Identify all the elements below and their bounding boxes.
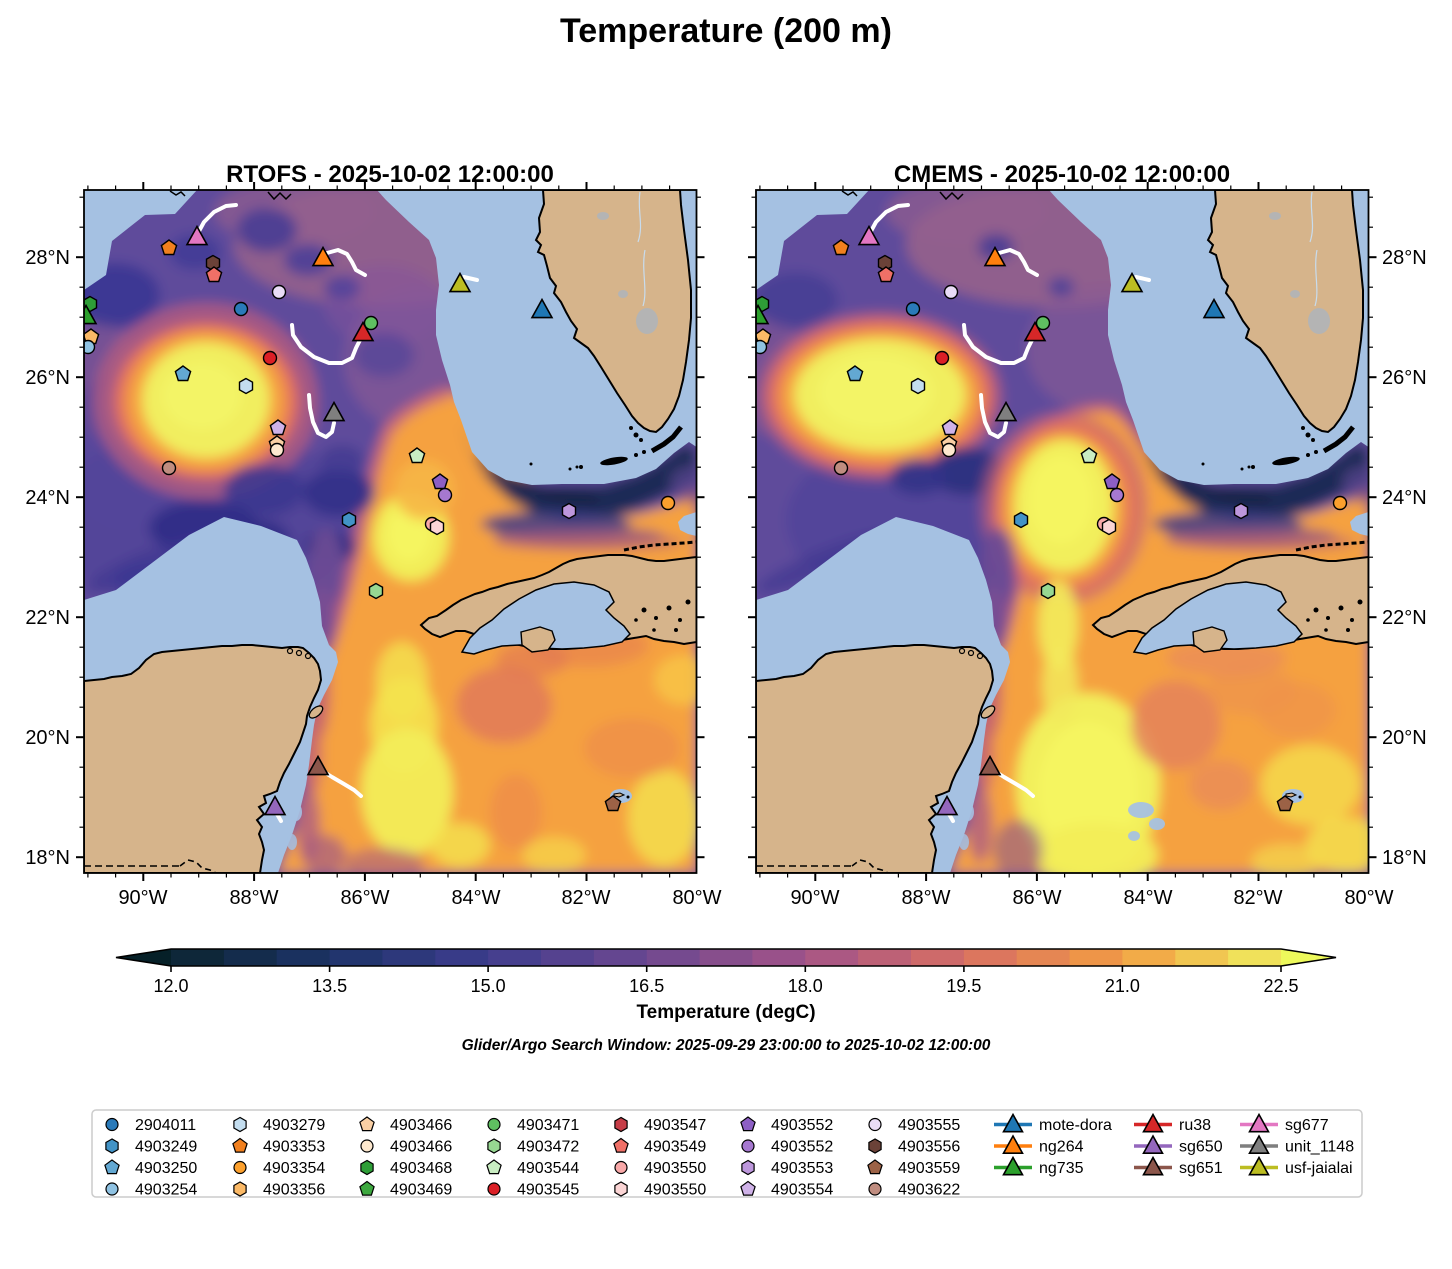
svg-text:4903555: 4903555 (898, 1117, 960, 1134)
svg-text:4903471: 4903471 (517, 1117, 579, 1134)
svg-text:4903556: 4903556 (898, 1139, 960, 1156)
svg-text:86°W: 86°W (1012, 887, 1061, 909)
svg-text:CMEMS - 2025-10-02 12:00:00: CMEMS - 2025-10-02 12:00:00 (894, 161, 1230, 188)
svg-text:22°N: 22°N (25, 607, 70, 629)
svg-text:15.0: 15.0 (471, 976, 506, 996)
svg-text:ng264: ng264 (1039, 1139, 1084, 1156)
svg-text:84°W: 84°W (451, 887, 500, 909)
svg-text:4903552: 4903552 (771, 1117, 833, 1134)
svg-text:24°N: 24°N (1382, 487, 1427, 509)
svg-text:82°W: 82°W (1233, 887, 1282, 909)
svg-text:22°N: 22°N (1382, 607, 1427, 629)
svg-text:90°W: 90°W (118, 887, 167, 909)
svg-text:4903622: 4903622 (898, 1182, 960, 1199)
svg-text:28°N: 28°N (1382, 247, 1427, 269)
svg-text:20°N: 20°N (25, 727, 70, 749)
svg-text:20°N: 20°N (1382, 727, 1427, 749)
svg-text:mote-dora: mote-dora (1039, 1117, 1112, 1134)
svg-text:4903356: 4903356 (263, 1182, 325, 1199)
svg-text:80°W: 80°W (672, 887, 721, 909)
svg-text:4903254: 4903254 (135, 1182, 197, 1199)
svg-text:4903553: 4903553 (771, 1160, 833, 1177)
svg-text:26°N: 26°N (1382, 367, 1427, 389)
svg-text:90°W: 90°W (790, 887, 839, 909)
svg-text:2904011: 2904011 (135, 1117, 196, 1134)
svg-text:4903552: 4903552 (771, 1139, 833, 1156)
svg-text:4903353: 4903353 (263, 1139, 325, 1156)
svg-text:18°N: 18°N (1382, 847, 1427, 869)
svg-text:28°N: 28°N (25, 247, 70, 269)
svg-text:4903545: 4903545 (517, 1182, 579, 1199)
svg-text:82°W: 82°W (561, 887, 610, 909)
svg-text:84°W: 84°W (1123, 887, 1172, 909)
svg-text:24°N: 24°N (25, 487, 70, 509)
svg-text:4903469: 4903469 (390, 1182, 452, 1199)
svg-text:4903559: 4903559 (898, 1160, 960, 1177)
svg-text:4903249: 4903249 (135, 1139, 197, 1156)
svg-text:4903547: 4903547 (644, 1117, 706, 1134)
svg-text:86°W: 86°W (340, 887, 389, 909)
svg-text:Temperature (200 m): Temperature (200 m) (560, 12, 892, 50)
svg-text:4903472: 4903472 (517, 1139, 579, 1156)
svg-text:4903466: 4903466 (390, 1139, 452, 1156)
svg-text:18.0: 18.0 (788, 976, 823, 996)
svg-text:sg650: sg650 (1179, 1139, 1223, 1156)
svg-text:4903468: 4903468 (390, 1160, 452, 1177)
svg-text:4903466: 4903466 (390, 1117, 452, 1134)
svg-text:13.5: 13.5 (312, 976, 347, 996)
svg-text:22.5: 22.5 (1263, 976, 1298, 996)
svg-text:18°N: 18°N (25, 847, 70, 869)
svg-text:ru38: ru38 (1179, 1117, 1211, 1134)
svg-text:Temperature (degC): Temperature (degC) (636, 1002, 815, 1023)
svg-text:sg651: sg651 (1179, 1160, 1223, 1177)
svg-text:4903550: 4903550 (644, 1160, 706, 1177)
svg-text:Glider/Argo Search Window: 202: Glider/Argo Search Window: 2025-09-29 23… (462, 1037, 991, 1054)
svg-text:4903554: 4903554 (771, 1182, 833, 1199)
svg-text:4903279: 4903279 (263, 1117, 325, 1134)
svg-text:4903354: 4903354 (263, 1160, 325, 1177)
svg-text:4903550: 4903550 (644, 1182, 706, 1199)
svg-text:4903544: 4903544 (517, 1160, 579, 1177)
svg-text:usf-jaialai: usf-jaialai (1285, 1160, 1353, 1177)
svg-text:88°W: 88°W (901, 887, 950, 909)
svg-text:21.0: 21.0 (1105, 976, 1140, 996)
svg-text:26°N: 26°N (25, 367, 70, 389)
svg-text:88°W: 88°W (229, 887, 278, 909)
svg-text:80°W: 80°W (1344, 887, 1393, 909)
svg-text:12.0: 12.0 (153, 976, 188, 996)
svg-text:4903250: 4903250 (135, 1160, 197, 1177)
svg-text:16.5: 16.5 (629, 976, 664, 996)
svg-text:RTOFS - 2025-10-02 12:00:00: RTOFS - 2025-10-02 12:00:00 (226, 161, 554, 188)
svg-text:unit_1148: unit_1148 (1285, 1139, 1354, 1156)
svg-text:ng735: ng735 (1039, 1160, 1084, 1177)
svg-text:4903549: 4903549 (644, 1139, 706, 1156)
svg-text:19.5: 19.5 (946, 976, 981, 996)
svg-text:sg677: sg677 (1285, 1117, 1329, 1134)
